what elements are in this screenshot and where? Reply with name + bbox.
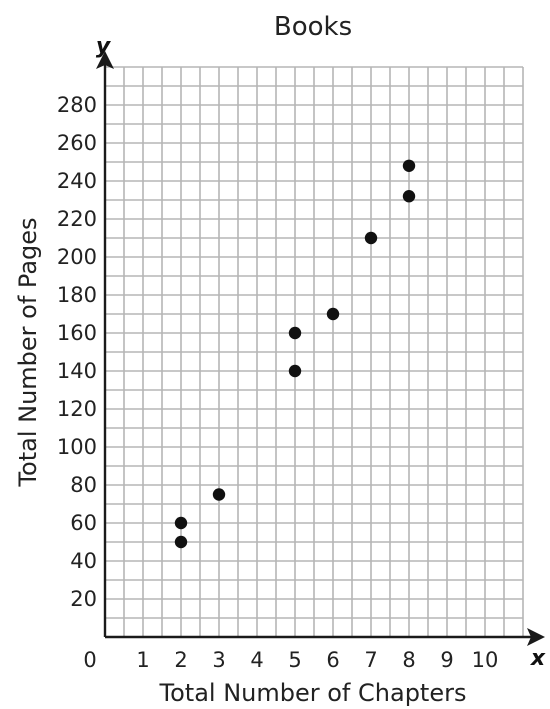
x-tick-label: 7	[364, 648, 377, 672]
y-axis-arrowhead	[96, 51, 114, 69]
x-tick-label: 3	[212, 648, 225, 672]
y-tick-label: 120	[57, 397, 97, 421]
x-tick-label: 4	[250, 648, 263, 672]
data-point	[174, 516, 188, 530]
axes: xy	[96, 34, 546, 671]
data-points	[174, 159, 416, 549]
y-tick-label: 40	[70, 549, 97, 573]
x-axis-letter: x	[530, 646, 546, 671]
chart-title: Books	[274, 12, 352, 42]
y-tick-label: 160	[57, 321, 97, 345]
x-tick-label: 10	[472, 648, 499, 672]
data-point	[364, 231, 378, 245]
x-tick-label: 9	[440, 648, 453, 672]
y-tick-label: 140	[57, 359, 97, 383]
y-tick-label: 60	[70, 511, 97, 535]
x-tick-label: 2	[174, 648, 187, 672]
y-tick-label: 260	[57, 131, 97, 155]
y-axis-label: Total Number of Pages	[14, 217, 42, 487]
y-tick-label: 200	[57, 245, 97, 269]
tick-labels: 1 2 3 4 5 6 7 8 9 10 20 40 60 80 100 120 140 160 180 200 220…	[57, 93, 498, 672]
data-point	[288, 326, 302, 340]
origin-label: 0	[83, 648, 96, 672]
data-point	[402, 190, 416, 203]
y-tick-label: 20	[70, 587, 97, 611]
data-point	[402, 159, 416, 172]
data-point	[288, 364, 302, 378]
data-point	[174, 535, 188, 549]
y-tick-label: 280	[57, 93, 97, 117]
data-point	[212, 488, 226, 501]
y-tick-label: 100	[57, 435, 97, 459]
x-tick-label: 6	[326, 648, 339, 672]
x-tick-label: 5	[288, 648, 301, 672]
x-axis-label: Total Number of Chapters	[159, 679, 467, 707]
y-axis-letter: y	[96, 34, 112, 59]
y-tick-label: 80	[70, 473, 97, 497]
y-tick-label: 220	[57, 207, 97, 231]
y-tick-label: 240	[57, 169, 97, 193]
x-tick-label: 8	[402, 648, 415, 672]
x-tick-label: 1	[136, 648, 149, 672]
data-point	[326, 307, 340, 321]
grid-lines	[105, 66, 524, 637]
x-axis-arrowhead	[527, 628, 545, 646]
y-tick-label: 180	[57, 283, 97, 307]
